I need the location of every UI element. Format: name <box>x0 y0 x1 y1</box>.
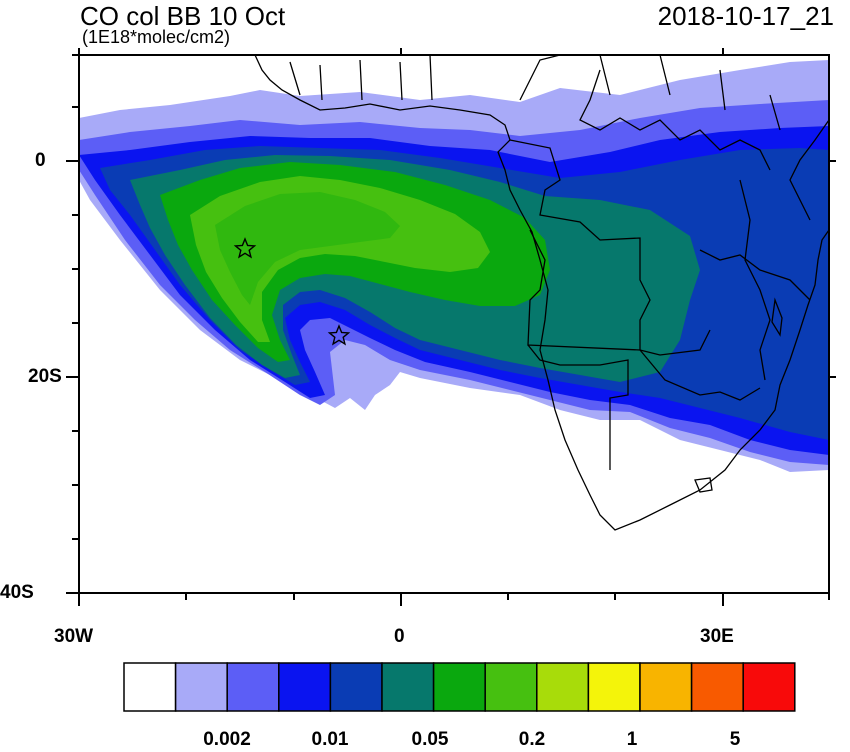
datetime-label: 2018-10-17_21 <box>657 1 834 31</box>
colorbar-box <box>278 662 332 712</box>
colorbar-box <box>123 662 177 712</box>
border-5 <box>699 249 811 301</box>
star-marker-1 <box>233 237 257 259</box>
border-9 <box>739 179 771 381</box>
colorbar-box <box>174 662 228 712</box>
colorbar-box <box>226 662 280 712</box>
axis-ticks <box>66 48 836 606</box>
border-3 <box>527 344 629 470</box>
colorbar-box <box>484 662 538 712</box>
colorbar-box <box>690 662 744 712</box>
colorbar-label-1: 1 <box>626 729 638 750</box>
lesotho <box>694 477 713 493</box>
colorbar-box <box>381 662 435 712</box>
co-band-03 <box>215 192 400 305</box>
colorbar-label-5: 5 <box>729 729 741 750</box>
colorbar-box <box>587 662 641 712</box>
colorbar-label-005: 0.05 <box>411 729 449 750</box>
colorbar-label-02: 0.2 <box>518 729 546 750</box>
lon-label-0: 0 <box>394 626 405 647</box>
colorbar <box>123 662 796 712</box>
coastlines <box>254 55 829 531</box>
units-label: (1E18*molec/cm2) <box>82 27 231 47</box>
lat-label-40s: 40S <box>0 582 34 603</box>
colorbar-label-001: 0.01 <box>311 729 349 750</box>
star-marker-2 <box>327 324 351 346</box>
colorbar-label-0002: 0.002 <box>203 729 251 750</box>
border-7 <box>289 55 433 101</box>
lat-label-20s: 20S <box>28 366 62 387</box>
colorbar-box <box>639 662 693 712</box>
co-band-02 <box>190 176 490 342</box>
co-field <box>79 60 829 472</box>
border-8 <box>519 55 781 131</box>
plot-title: CO col BB 10 Oct <box>80 1 286 31</box>
lon-label-30w: 30W <box>54 626 94 647</box>
east-africa-coast <box>789 119 829 221</box>
lat-label-0: 0 <box>35 150 46 171</box>
west-africa-coast <box>254 55 829 531</box>
colorbar-box <box>536 662 590 712</box>
border-1 <box>509 139 651 350</box>
colorbar-box <box>329 662 383 712</box>
border-4 <box>639 349 761 401</box>
lon-label-30e: 30E <box>700 626 734 647</box>
colorbar-box <box>432 662 486 712</box>
colorbar-box <box>742 662 796 712</box>
lake <box>771 297 783 337</box>
markers <box>233 237 351 346</box>
border-6 <box>579 69 771 171</box>
